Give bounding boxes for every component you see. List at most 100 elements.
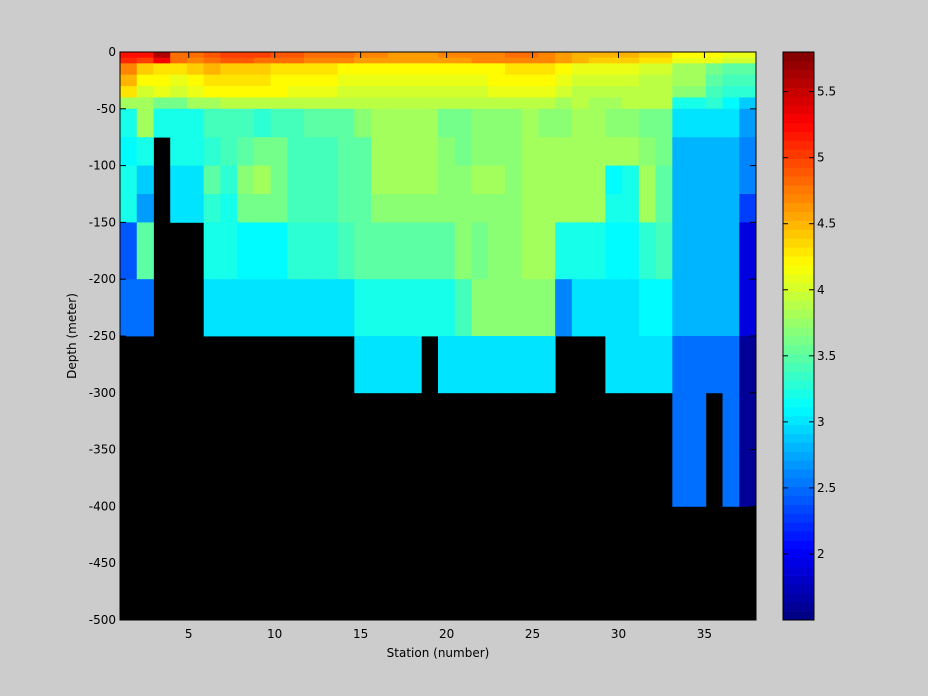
heatmap-cell	[387, 194, 405, 223]
heatmap-cell	[421, 86, 439, 98]
heatmap-cell	[739, 52, 757, 59]
heatmap-cell	[438, 336, 456, 394]
heatmap-cell	[655, 194, 673, 223]
heatmap-cell	[705, 194, 723, 223]
heatmap-cell	[354, 86, 372, 98]
heatmap-cell	[672, 222, 690, 280]
heatmap-cell	[739, 86, 757, 98]
heatmap-cell	[689, 52, 707, 59]
heatmap-cell	[588, 74, 606, 87]
heatmap-cell	[638, 165, 656, 195]
heatmap-cell	[170, 137, 188, 166]
heatmap-cell	[722, 97, 740, 110]
heatmap-cell	[689, 57, 707, 64]
heatmap-cell	[371, 336, 389, 394]
heatmap-cell	[371, 97, 389, 110]
y-axis: 0 -50 -100 -150 -200 -250 -300 -350 -400 -450 -500	[89, 45, 756, 627]
x-axis-label: Station (number)	[387, 646, 490, 660]
heatmap-cell	[320, 52, 338, 59]
heatmap-cell	[136, 194, 154, 223]
heatmap-cell	[253, 194, 272, 223]
heatmap-cell	[170, 74, 188, 87]
heatmap-cell	[136, 165, 154, 195]
heatmap-cell	[504, 63, 523, 76]
colorbar-band	[783, 575, 814, 585]
heatmap-cell	[237, 52, 255, 59]
heatmap-cell	[170, 86, 188, 98]
heatmap-cell	[471, 52, 489, 59]
heatmap-cell	[655, 86, 673, 98]
heatmap-cell	[136, 279, 154, 337]
heatmap-cell	[571, 137, 590, 166]
heatmap-cell	[538, 52, 556, 59]
heatmap-cell	[237, 222, 255, 280]
heatmap-cell	[270, 137, 288, 166]
heatmap-cell	[153, 108, 171, 138]
heatmap-cell	[320, 165, 338, 195]
heatmap-cell	[371, 63, 389, 76]
heatmap-cell	[488, 57, 506, 64]
heatmap-cell	[672, 279, 690, 337]
heatmap-cell	[387, 336, 405, 394]
heatmap-cell	[421, 137, 439, 166]
heatmap-cell	[655, 336, 673, 394]
heatmap-cell	[371, 279, 389, 337]
heatmap-cell	[354, 57, 372, 64]
heatmap-cell	[504, 194, 523, 223]
heatmap-cell	[689, 97, 707, 110]
heatmap-cell	[705, 336, 723, 394]
heatmap-cell	[622, 279, 640, 337]
heatmap-cell	[504, 97, 523, 110]
heatmap-cell	[488, 63, 506, 76]
heatmap-cell	[153, 63, 171, 76]
heatmap-cell	[655, 222, 673, 280]
heatmap-cell	[186, 165, 205, 195]
heatmap-cell	[203, 279, 221, 337]
heatmap-cell	[203, 222, 221, 280]
heatmap-cell	[404, 194, 422, 223]
heatmap-cell	[387, 222, 405, 280]
heatmap-cell	[739, 97, 757, 110]
y-tick-label: -400	[89, 499, 116, 513]
colorbar-band	[783, 78, 814, 88]
heatmap-cell	[672, 165, 690, 195]
heatmap-cell	[186, 97, 205, 110]
heatmap-cell	[371, 137, 389, 166]
x-tick-label: 30	[611, 627, 626, 641]
colorbar-band	[783, 389, 814, 399]
heatmap-cell	[471, 108, 489, 138]
heatmap-cell	[555, 57, 573, 64]
heatmap-cell	[571, 194, 590, 223]
heatmap-cell	[170, 97, 188, 110]
colorbar-band	[783, 557, 814, 568]
heatmap-cell	[471, 279, 489, 337]
heatmap-cell	[571, 165, 590, 195]
heatmap-cell	[638, 336, 656, 394]
heatmap-cell	[689, 108, 707, 138]
heatmap-cell	[153, 74, 171, 87]
heatmap-cell	[521, 63, 539, 76]
heatmap-cell	[253, 63, 272, 76]
heatmap-cell	[605, 86, 623, 98]
colorbar-frame	[782, 51, 815, 621]
heatmap-cell	[203, 108, 221, 138]
heatmap-cell	[387, 165, 405, 195]
colorbar-band	[783, 469, 814, 479]
colorbar-band	[783, 362, 814, 372]
colorbar-band	[783, 451, 814, 461]
heatmap-cell	[170, 165, 188, 195]
heatmap-cell	[538, 57, 556, 64]
heatmap-cell	[538, 336, 556, 394]
heatmap-cell	[237, 57, 255, 64]
heatmap-cell	[304, 194, 322, 223]
heatmap-cell	[521, 97, 539, 110]
colorbar-tick-label: 4	[817, 283, 825, 297]
heatmap-cell	[488, 194, 506, 223]
heatmap-cell	[705, 165, 723, 195]
heatmap-cell	[304, 57, 322, 64]
heatmap-cell	[270, 108, 288, 138]
heatmap-cell	[120, 137, 138, 166]
colorbar-band	[783, 282, 814, 292]
heatmap-cell	[689, 194, 707, 223]
heatmap-cell	[136, 108, 154, 138]
